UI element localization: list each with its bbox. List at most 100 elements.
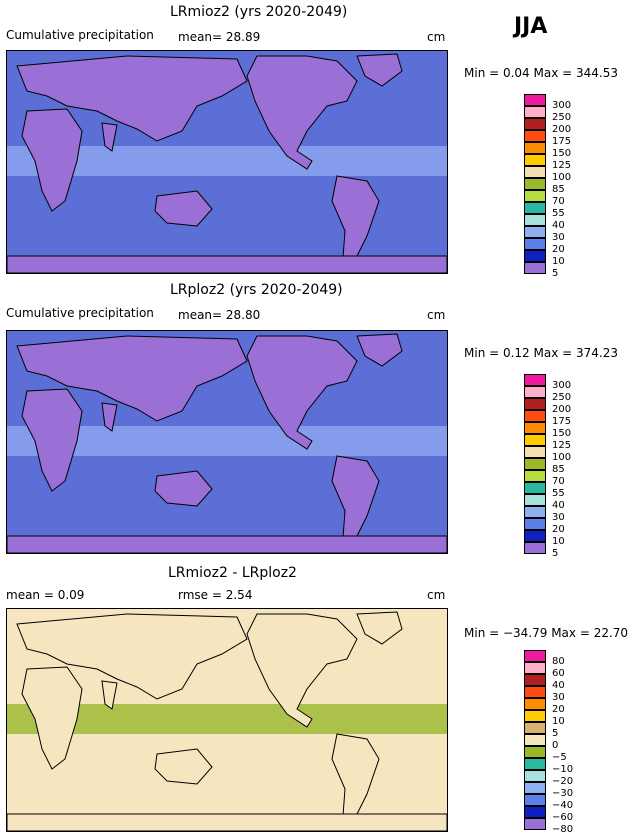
colorbar-label: 40 [552, 500, 565, 511]
colorbar-label: 150 [552, 428, 572, 439]
panel1-mean: mean= 28.89 [178, 30, 261, 44]
colorbar-swatch [524, 434, 546, 446]
colorbar-label: 85 [552, 184, 565, 195]
colorbar-swatch [524, 542, 546, 554]
panel1-minmax: Min = 0.04 Max = 344.53 [464, 66, 618, 80]
colorbar-swatch [524, 374, 546, 386]
map-continent [154, 470, 213, 507]
colorbar-swatch [524, 142, 546, 154]
colorbar-swatch [524, 226, 546, 238]
map-continent [154, 748, 213, 785]
panel2-title: LRploz2 (yrs 2020-2049) [170, 282, 343, 298]
panel3-map [6, 608, 448, 832]
panel3-mean: mean = 0.09 [6, 588, 85, 602]
colorbar-swatch [524, 734, 546, 746]
map-continent [246, 335, 358, 450]
panel3-rmse: rmse = 2.54 [178, 588, 253, 602]
colorbar-swatch [524, 422, 546, 434]
colorbar-label: 125 [552, 160, 572, 171]
map-continent [21, 666, 83, 770]
colorbar-swatch [524, 662, 546, 674]
panel2-minmax: Min = 0.12 Max = 374.23 [464, 346, 618, 360]
map-continent [16, 613, 248, 700]
colorbar-label: 80 [552, 656, 565, 667]
colorbar-label: 175 [552, 416, 572, 427]
colorbar-label: −30 [552, 788, 574, 799]
panel1-map [6, 50, 448, 274]
colorbar-swatch [524, 710, 546, 722]
colorbar-swatch [524, 94, 546, 106]
colorbar-swatch [524, 806, 546, 818]
colorbar-label: 20 [552, 524, 565, 535]
map-continent [101, 402, 118, 432]
map-continent [101, 122, 118, 152]
colorbar-label: 250 [552, 112, 572, 123]
colorbar-swatch [524, 386, 546, 398]
colorbar-label: 20 [552, 244, 565, 255]
map-tropical-band [7, 146, 447, 176]
colorbar-label: 20 [552, 704, 565, 715]
colorbar-swatch [524, 650, 546, 662]
colorbar-swatch [524, 458, 546, 470]
colorbar-label: 100 [552, 172, 572, 183]
colorbar-swatch [524, 494, 546, 506]
colorbar-swatch [524, 722, 546, 734]
colorbar-swatch [524, 818, 546, 830]
map-continent [246, 55, 358, 170]
colorbar-label: 30 [552, 512, 565, 523]
panel1-colorbar: 300 250 200 175 150 125 100 85 70 55 40 30 20 10 5 [524, 94, 584, 279]
panel1-left-label: Cumulative precipitation [6, 28, 154, 42]
colorbar-label: 250 [552, 392, 572, 403]
colorbar-swatch [524, 178, 546, 190]
colorbar-label: 300 [552, 380, 572, 391]
colorbar-label: 30 [552, 232, 565, 243]
panel1-units: cm [427, 30, 446, 44]
colorbar-swatch [524, 482, 546, 494]
colorbar-swatch [524, 518, 546, 530]
map-continent [7, 813, 447, 831]
colorbar-label: 70 [552, 196, 565, 207]
colorbar-label: 0 [552, 740, 559, 751]
colorbar-swatch [524, 118, 546, 130]
colorbar-label: 100 [552, 452, 572, 463]
colorbar-label: −5 [552, 752, 567, 763]
map-continent [7, 255, 447, 273]
map-continent [246, 613, 358, 728]
colorbar-label: 125 [552, 440, 572, 451]
map-continent [16, 55, 248, 142]
panel2-colorbar: 300 250 200 175 150 125 100 85 70 55 40 30 20 10 5 [524, 374, 584, 559]
colorbar-swatch [524, 202, 546, 214]
colorbar-swatch [524, 190, 546, 202]
colorbar-swatch [524, 506, 546, 518]
panel2-mean: mean= 28.80 [178, 308, 261, 322]
map-continent [21, 108, 83, 212]
colorbar-swatch [524, 410, 546, 422]
colorbar-swatch [524, 746, 546, 758]
colorbar-swatch [524, 782, 546, 794]
colorbar-label: 5 [552, 548, 559, 559]
map-tropical-band [7, 426, 447, 456]
map-continent [356, 611, 403, 645]
colorbar-label: 200 [552, 124, 572, 135]
colorbar-swatch [524, 470, 546, 482]
colorbar-swatch [524, 758, 546, 770]
panel2-left-label: Cumulative precipitation [6, 306, 154, 320]
panel1-title: LRmioz2 (yrs 2020-2049) [170, 4, 348, 20]
colorbar-swatch [524, 446, 546, 458]
colorbar-label: 10 [552, 536, 565, 547]
colorbar-swatch [524, 674, 546, 686]
colorbar-label: −60 [552, 812, 574, 823]
colorbar-label: −10 [552, 764, 574, 775]
colorbar-swatch [524, 686, 546, 698]
colorbar-label: 85 [552, 464, 565, 475]
map-continent [101, 680, 118, 710]
colorbar-label: 5 [552, 268, 559, 279]
map-continent [356, 53, 403, 87]
colorbar-label: 70 [552, 476, 565, 487]
colorbar-label: 10 [552, 256, 565, 267]
colorbar-label: 55 [552, 208, 565, 219]
colorbar-swatch [524, 398, 546, 410]
season-label: JJA [514, 14, 548, 39]
colorbar-swatch [524, 530, 546, 542]
colorbar-label: −20 [552, 776, 574, 787]
